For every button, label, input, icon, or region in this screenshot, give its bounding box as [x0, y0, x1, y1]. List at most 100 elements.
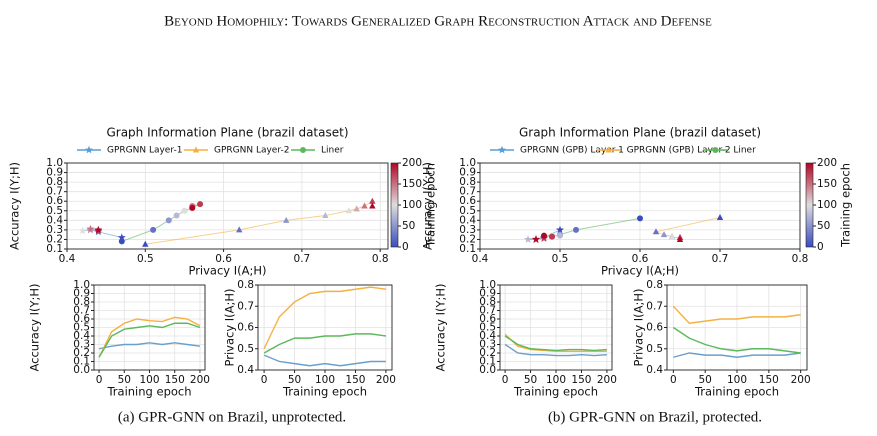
colorbar-label: Training epoch: [424, 163, 438, 248]
x-tick-label: 50: [118, 374, 131, 386]
marker: [353, 205, 360, 212]
x-tick-label: 0: [261, 374, 268, 386]
y-tick-label: 0.5: [46, 205, 63, 217]
x-tick-label: 200: [597, 374, 617, 386]
plot-frame: [66, 162, 389, 250]
series-line: [504, 333, 607, 352]
x-tick-label: 0.4: [472, 253, 489, 265]
y-tick-label: 0.1: [46, 243, 63, 255]
x-tick-label: 0.4: [59, 253, 76, 265]
y-tick-label: 0.6: [479, 313, 496, 325]
x-tick-label: 150: [165, 374, 185, 386]
marker: [86, 224, 95, 233]
marker: [189, 204, 196, 211]
marker: [557, 232, 563, 239]
y-tick-label: 0.2: [46, 233, 63, 245]
y-tick-label: 0.8: [73, 296, 90, 308]
chart: 0.4 0.5 0.6 0.7 0.8 0 50 100 150 200 Training epoc…: [632, 279, 811, 399]
y-tick-label: 0.2: [459, 233, 476, 245]
marker: [637, 215, 643, 222]
y-tick-label: 0.4: [237, 364, 254, 376]
y-tick-label: 0.0: [73, 364, 90, 376]
y-tick-label: 0.4: [73, 330, 90, 342]
x-tick-label: 100: [315, 374, 335, 386]
y-tick-label: 0.9: [479, 288, 496, 300]
series-line: [504, 335, 607, 352]
marker: [716, 213, 724, 220]
x-tick-label: 200: [376, 374, 396, 386]
series-line: [672, 326, 801, 354]
x-tick-label: 100: [727, 374, 747, 386]
marker: [322, 212, 329, 219]
y-tick-label: 0.4: [479, 330, 496, 342]
x-tick-label: 0: [96, 374, 103, 386]
x-tick-label: 0.6: [632, 253, 649, 265]
colorbar-tick-label: 50: [817, 220, 830, 232]
legend-label: GPRGNN Layer-1: [107, 146, 182, 156]
series-line: [263, 333, 387, 354]
series-line: [98, 342, 201, 350]
colorbar: [390, 162, 399, 248]
y-tick-label: 0.6: [237, 322, 254, 334]
colorbar-tick-label: 100: [817, 199, 837, 211]
y-axis-label: Privacy I(A;H): [632, 288, 646, 366]
marker: [541, 232, 547, 239]
marker: [660, 231, 668, 238]
x-tick-label: 150: [759, 374, 779, 386]
y-tick-label: 0.2: [479, 347, 496, 359]
y-tick-label: 0.3: [479, 339, 496, 351]
plot-frame: [93, 284, 206, 371]
y-tick-label: 1.0: [479, 279, 496, 291]
y-tick-label: 0.8: [646, 279, 663, 291]
x-axis-label: Training epoch: [694, 385, 779, 399]
y-tick-label: 0.7: [646, 300, 663, 312]
marker: [369, 197, 376, 204]
y-tick-label: 0.7: [459, 186, 476, 198]
marker: [165, 217, 172, 224]
marker: [556, 225, 564, 234]
y-tick-label: 0.4: [646, 364, 663, 376]
y-tick-label: 0.8: [459, 176, 476, 188]
marker: [236, 226, 243, 233]
legend-label: Liner: [321, 146, 344, 156]
y-tick-label: 1.0: [73, 279, 90, 291]
x-tick-label: 0.6: [215, 253, 232, 265]
legend-label: GPRGNN (GPB) Layer-1: [520, 146, 624, 156]
colorbar: [805, 162, 814, 248]
marker: [605, 146, 612, 153]
legend-label: GPRGNN Layer-2: [214, 146, 289, 156]
y-tick-label: 0.9: [459, 167, 476, 179]
y-tick-label: 0.7: [73, 305, 90, 317]
chart: 0.00.10.20.30.40.50.60.70.80.91.0 0 50 100 1…: [434, 279, 617, 399]
y-tick-label: 0.5: [73, 322, 90, 334]
chart: 0.00.10.20.30.40.50.60.70.80.91.0 0 50 100 1…: [28, 279, 210, 399]
y-tick-label: 0.4: [46, 214, 63, 226]
marker: [118, 238, 125, 245]
y-tick-label: 0.7: [46, 186, 63, 198]
chart: 0.10.20.30.40.50.60.70.80.91.00.4 0.5 0.6 0…: [8, 126, 438, 278]
x-tick-label: 50: [524, 374, 537, 386]
x-tick-label: 200: [190, 374, 210, 386]
marker: [369, 202, 376, 209]
y-axis-label: Accuracy I(Y;H): [434, 283, 448, 371]
marker: [94, 225, 103, 234]
x-tick-label: 100: [546, 374, 566, 386]
x-tick-label: 0.8: [372, 253, 389, 265]
chart: 0.10.20.30.40.50.60.70.80.91.00.4 0.5 0.6 0…: [421, 126, 853, 278]
y-tick-label: 0.6: [459, 195, 476, 207]
y-tick-label: 0.0: [479, 364, 496, 376]
marker: [173, 212, 180, 219]
marker: [668, 234, 676, 241]
y-tick-label: 0.4: [459, 214, 476, 226]
colorbar-tick-label: 0: [817, 241, 824, 253]
marker: [524, 235, 532, 243]
y-tick-label: 0.8: [237, 279, 254, 291]
y-tick-label: 0.1: [459, 243, 476, 255]
x-axis-label: Training epoch: [106, 385, 191, 399]
marker: [712, 147, 719, 153]
y-axis-label: Privacy I(A;H): [223, 288, 237, 366]
colorbar-tick-label: 150: [402, 178, 422, 190]
y-tick-label: 0.9: [46, 167, 63, 179]
x-tick-label: 50: [288, 374, 301, 386]
x-axis-label: Privacy I(A;H): [188, 264, 266, 278]
